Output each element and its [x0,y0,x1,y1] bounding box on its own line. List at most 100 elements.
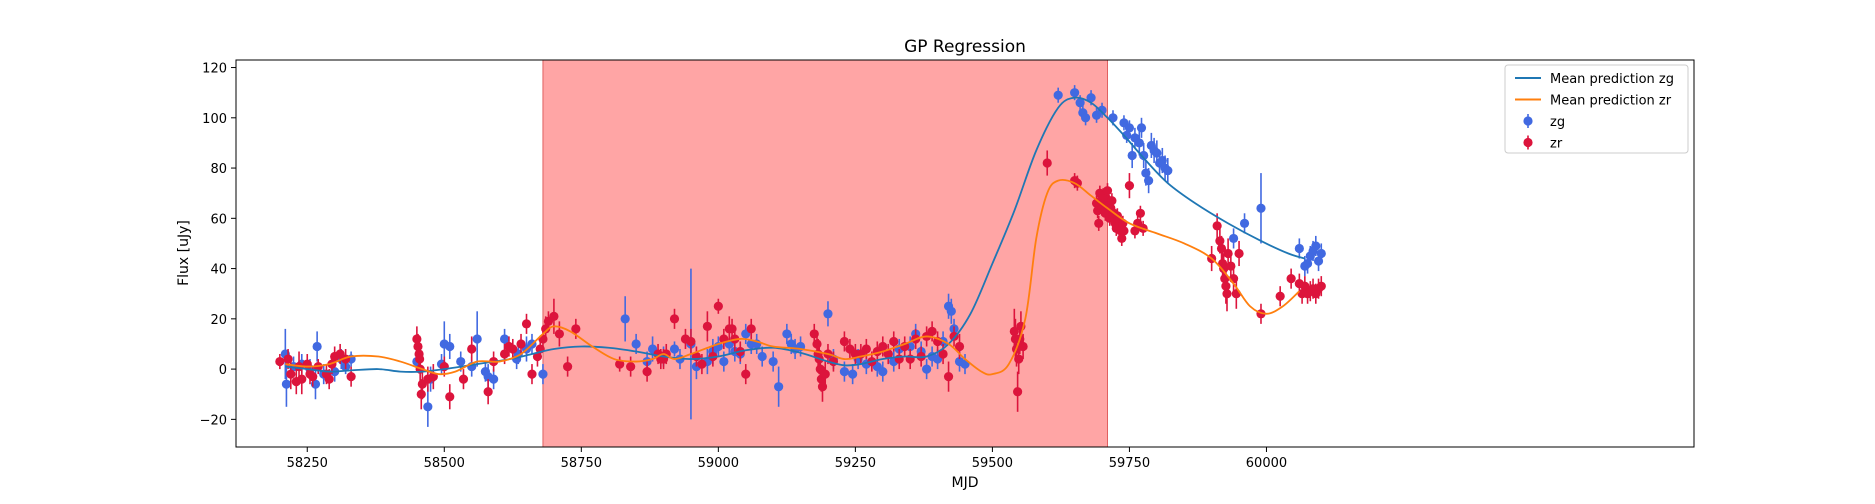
data-point [1080,113,1091,123]
y-axis-label: Flux [uJy] [176,220,192,286]
data-point [423,402,433,412]
data-point [713,301,723,311]
legend-label: zr [1550,137,1563,152]
legend-marker-swatch [1523,137,1533,148]
data-point [571,324,581,334]
x-tick-label: 58500 [424,456,465,471]
data-point [456,356,466,367]
data-point [746,324,756,334]
data-point [1222,289,1232,299]
data-point [563,361,573,372]
data-point [702,321,712,331]
y-tick-label: 40 [210,263,227,278]
data-point [1316,281,1326,291]
data-point [281,379,292,389]
data-point [878,367,888,377]
data-point [1234,248,1244,259]
x-tick-label: 58250 [287,456,328,471]
data-point [1127,150,1137,161]
data-point [1136,123,1147,133]
data-point [1124,123,1135,133]
data-point [820,369,830,379]
data-point [1086,93,1096,103]
y-tick-label: −20 [200,413,227,428]
y-tick-label: 60 [210,212,227,227]
data-point [1311,241,1321,251]
data-point [472,334,482,344]
legend-label: zg [1550,115,1565,130]
data-point [1094,218,1104,228]
data-point [686,336,696,347]
data-point [878,341,888,352]
plot-area: 58250 58500 58750 59000 59250 59500 59750 60000… [200,59,1695,471]
data-point [1013,387,1023,397]
data-point [1119,226,1129,236]
data-point [458,374,469,384]
legend-box [1504,64,1689,154]
data-point [1275,291,1285,301]
data-point [1139,150,1149,161]
data-point [946,306,956,316]
data-point [1144,176,1154,186]
data-point [719,356,729,367]
plot-contents [275,60,1326,447]
data-point [823,309,833,319]
data-point [1221,281,1231,291]
y-tick-label: 100 [202,112,227,127]
line-mean-prediction-zr [285,179,1300,376]
data-point [1286,274,1296,284]
legend: Mean prediction zg Mean prediction zr zg zr [1504,64,1689,154]
data-point [1107,196,1117,206]
y-tick-label: 0 [219,363,227,378]
data-point [1216,243,1227,254]
data-point [922,364,932,374]
chart-title: GP Regression [904,37,1026,57]
y-tick-label: 120 [202,62,227,77]
data-point [467,344,477,354]
data-point [275,356,285,367]
data-point [1239,218,1250,228]
series-zr [275,150,1326,412]
data-point [927,326,937,337]
data-point [782,329,792,339]
data-point [483,387,493,397]
data-point [308,372,318,382]
data-point [286,369,296,379]
data-point [346,372,356,382]
data-point [1097,105,1107,115]
data-point [1256,203,1266,213]
x-tick-label: 59500 [972,456,1013,471]
data-point [1228,233,1239,244]
data-point [620,314,630,324]
data-point [1053,90,1063,100]
data-point [412,334,422,344]
data-point [1075,98,1085,108]
data-point [521,319,532,329]
data-point [669,314,680,324]
data-point [741,369,751,379]
data-point [1014,354,1024,364]
data-point [861,344,871,354]
data-point [508,344,518,354]
data-point [889,336,899,347]
data-point [312,341,322,352]
data-point [631,339,641,349]
y-tick-label: 20 [210,313,227,328]
axes-frame [235,59,1695,448]
data-point [1135,208,1145,218]
data-point [812,339,822,349]
data-point [1212,221,1222,231]
legend-label: Mean prediction zg [1550,72,1674,87]
data-point [839,336,850,347]
data-point [615,359,625,369]
data-point [1134,138,1144,148]
data-point [1316,248,1326,259]
data-point [768,356,778,367]
data-point [839,367,850,377]
data-point [324,374,334,384]
x-tick-label: 59750 [1109,456,1150,471]
data-point [669,344,680,354]
data-point [1018,341,1028,352]
